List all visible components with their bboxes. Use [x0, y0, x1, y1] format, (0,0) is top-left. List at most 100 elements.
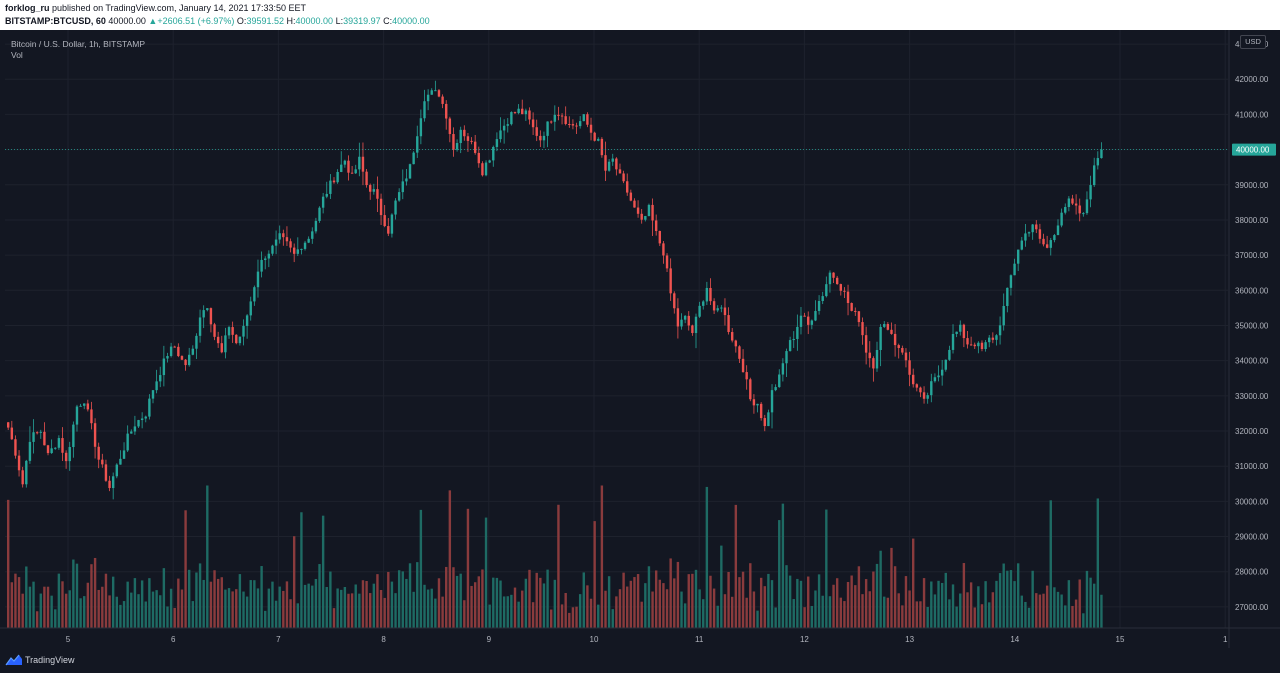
candle-body [553, 114, 557, 122]
volume-bar [629, 580, 633, 628]
volume-bar [1089, 577, 1092, 628]
volume-bar [951, 584, 955, 628]
candle-body [64, 452, 68, 462]
volume-bar [607, 576, 611, 628]
volume-bar [506, 596, 509, 628]
volume-bar [531, 602, 535, 628]
volume-bar [274, 600, 278, 628]
candle-body [303, 242, 307, 249]
candle-body [980, 342, 984, 350]
chart-area[interactable]: 43000.0042000.0041000.0040000.0039000.00… [0, 30, 1280, 648]
volume-bar [571, 607, 575, 628]
candle-body [557, 114, 560, 116]
volume-bar [434, 598, 437, 628]
candle-body [162, 358, 166, 376]
candle-body [759, 403, 763, 419]
volume-bar [962, 563, 966, 628]
last-price-badge-text: 40000.00 [1236, 146, 1270, 155]
volume-bar [401, 571, 404, 628]
candle-body [542, 135, 546, 141]
volume-bar [343, 587, 347, 628]
candle-body [481, 163, 484, 176]
volume-bar [991, 592, 995, 628]
candle-body [995, 335, 998, 340]
volume-bar [908, 590, 911, 628]
candle-body [767, 412, 770, 427]
volume-bar [325, 586, 328, 628]
candle-body [10, 427, 14, 440]
author-name[interactable]: forklog_ru [5, 3, 50, 13]
volume-bar [354, 584, 357, 628]
candle-body [546, 121, 549, 136]
volume-bar [995, 580, 998, 628]
volume-bar [470, 585, 473, 628]
volume-bar [513, 587, 517, 628]
candle-body [691, 325, 694, 334]
volume-bar [528, 569, 531, 628]
volume-bar [969, 582, 973, 628]
candle-body [752, 399, 756, 406]
high-value: 40000.00 [295, 16, 334, 26]
candle-body [868, 352, 871, 359]
candle-body [550, 121, 553, 123]
candle-body [828, 272, 832, 285]
candle-body [618, 169, 622, 174]
currency-button[interactable]: USD [1240, 35, 1266, 49]
candle-body [155, 381, 158, 391]
volume-bar [781, 503, 785, 628]
candle-body [1082, 213, 1085, 215]
candle-body [698, 305, 701, 317]
volume-bar [79, 598, 82, 628]
volume-bar [1002, 563, 1005, 628]
volume-bar [162, 568, 166, 628]
volume-bar [397, 570, 401, 628]
volume-bar [640, 601, 643, 628]
candle-body [209, 308, 213, 325]
candle-body [1009, 275, 1013, 288]
x-tick-label: 12 [800, 635, 809, 644]
candle-body [622, 173, 625, 182]
volume-bar [238, 574, 242, 628]
candle-body [521, 108, 524, 115]
volume-bar [550, 609, 553, 628]
candle-body [1024, 233, 1027, 241]
candle-body [495, 139, 499, 147]
candle-body [72, 424, 75, 448]
volume-bar [825, 509, 828, 628]
candle-body [314, 220, 318, 232]
volume-bar [97, 589, 100, 628]
volume-bar [644, 583, 647, 628]
candle-body [926, 395, 929, 399]
candle-body [654, 220, 658, 232]
volume-bar [955, 606, 958, 628]
publish-header: forklog_ru published on TradingView.com,… [0, 0, 1280, 30]
candle-body [796, 326, 799, 339]
tradingview-brand[interactable]: TradingView [25, 655, 75, 665]
volume-bar [173, 607, 176, 628]
price-chart-svg[interactable]: 43000.0042000.0041000.0040000.0039000.00… [0, 30, 1280, 648]
candle-body [166, 356, 169, 359]
publish-line: forklog_ru published on TradingView.com,… [5, 3, 306, 13]
candle-body [455, 143, 459, 150]
volume-bar [260, 566, 263, 628]
volume-bar [184, 510, 187, 628]
volume-bar [586, 585, 589, 628]
volume-bar [1085, 570, 1089, 628]
volume-bar [292, 536, 296, 628]
candle-body [169, 346, 173, 357]
candle-body [151, 390, 155, 399]
volume-bar [510, 594, 513, 628]
candle-body [669, 268, 672, 294]
candle-body [242, 325, 245, 337]
candle-body [607, 161, 611, 171]
candle-body [180, 356, 184, 360]
volume-bar [1093, 583, 1096, 628]
candle-body [307, 238, 310, 243]
candle-body [781, 363, 785, 375]
candle-body [235, 334, 238, 344]
candle-body [756, 403, 759, 406]
open-label: O: [236, 16, 247, 26]
volume-bar [93, 557, 97, 628]
volume-bar [68, 590, 71, 628]
candle-body [329, 180, 332, 194]
